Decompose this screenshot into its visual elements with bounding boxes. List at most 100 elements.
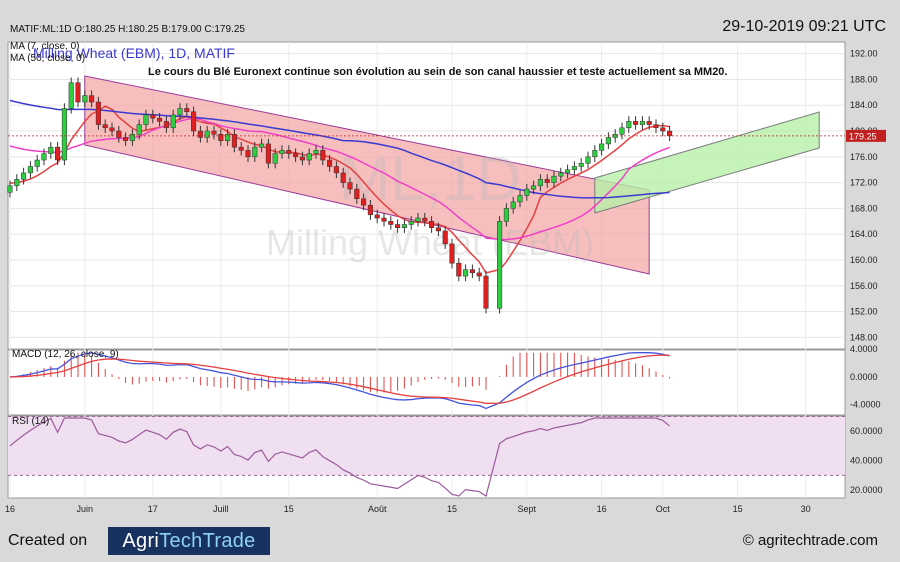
signal-line: [9, 354, 670, 404]
candle-down: [116, 130, 122, 138]
price-tick-label: 148.00: [850, 332, 878, 342]
candle-down: [429, 221, 435, 228]
macd-tick-label: -4.0000: [850, 400, 881, 410]
candle-down: [299, 156, 305, 161]
candle-up: [259, 143, 265, 148]
instrument-name: Milling Wheat (EBM), 1D, MATIF: [33, 45, 235, 61]
candle-up: [225, 134, 231, 141]
price-tick-label: 164.00: [850, 229, 878, 239]
price-tick-label: 188.00: [850, 74, 878, 84]
candle-up: [639, 121, 645, 125]
watermark: ML,1D Milling Wheat (EBM): [266, 145, 594, 263]
site-link[interactable]: © agritechtrade.com: [742, 532, 878, 549]
ma-long-label: MA (50, close, 0): [10, 53, 86, 64]
candle-up: [537, 179, 543, 187]
candle-up: [82, 95, 88, 103]
candle-down: [286, 150, 292, 154]
agritechtrade-logo[interactable]: AgriTechTrade: [108, 527, 270, 555]
candle-down: [320, 150, 326, 161]
rsi-tick-label: 40.0000: [850, 456, 883, 466]
x-tick-label: Oct: [656, 504, 671, 514]
candle-up: [48, 146, 54, 154]
candle-up: [503, 208, 509, 222]
y-axis-ticks: 148.00 152.00 156.00 160.00 164.00 168.00 172.…: [850, 49, 883, 495]
candle-down: [197, 130, 203, 138]
candle-up: [27, 166, 33, 174]
watermark-name: Milling Wheat (EBM): [266, 222, 594, 263]
timestamp: 29-10-2019 09:21 UTC: [722, 18, 886, 35]
candle-down: [469, 269, 475, 274]
candle-up: [313, 150, 319, 154]
candle-up: [497, 221, 503, 309]
candle-down: [449, 243, 455, 264]
candle-up: [605, 137, 611, 145]
rsi-series: [9, 417, 670, 497]
candle-up: [129, 134, 135, 141]
candle-up: [585, 156, 591, 164]
logo-part2: TechTrade: [159, 530, 256, 552]
price-tick-label: 160.00: [850, 255, 878, 265]
candle-up: [408, 221, 414, 225]
candle-down: [435, 227, 441, 232]
candle-down: [354, 188, 360, 199]
candle-down: [544, 179, 550, 183]
candle-down: [395, 224, 401, 228]
rsi-tick-label: 60.0000: [850, 426, 883, 436]
candle-down: [89, 95, 95, 103]
candle-down: [340, 172, 346, 183]
candle-up: [252, 146, 258, 158]
bull-channel: [594, 111, 820, 214]
candle-up: [626, 121, 632, 129]
candle-up: [21, 172, 27, 180]
candle-down: [646, 121, 652, 125]
last-price-marker: 179.25: [8, 129, 886, 142]
rsi-band: [8, 416, 845, 476]
candle-up: [14, 179, 20, 187]
x-tick-label: 17: [148, 504, 158, 514]
candle-down: [293, 153, 299, 158]
macd-line: [9, 352, 670, 410]
candle-up: [68, 82, 74, 109]
candle-down: [327, 159, 333, 167]
candle-up: [272, 153, 278, 164]
candle-up: [143, 114, 149, 125]
candle-up: [619, 127, 625, 135]
x-tick-label: 15: [447, 504, 457, 514]
price-tick-label: 184.00: [850, 100, 878, 110]
candle-down: [442, 230, 448, 245]
candle-down: [422, 217, 428, 222]
candle-down: [218, 134, 224, 141]
logo-part1: Agri: [122, 530, 160, 552]
price-tick-label: 156.00: [850, 281, 878, 291]
candle-up: [558, 172, 564, 177]
x-tick-label: Sept: [518, 504, 537, 514]
candle-up: [41, 153, 47, 161]
candle-down: [265, 143, 271, 164]
candle-up: [415, 217, 421, 222]
price-tick-label: 168.00: [850, 203, 878, 213]
candle-up: [306, 153, 312, 161]
x-tick-label: 15: [733, 504, 743, 514]
price-tick-label: 172.00: [850, 178, 878, 188]
candle-down: [245, 150, 251, 158]
candle-down: [157, 117, 163, 122]
candle-down: [347, 182, 353, 190]
candle-down: [381, 217, 387, 222]
candle-down: [361, 198, 367, 206]
candle-down: [231, 134, 237, 148]
candle-up: [551, 175, 557, 183]
created-on-label: Created on: [8, 532, 88, 549]
candle-up: [565, 169, 571, 174]
candle-down: [191, 111, 197, 132]
last-price-badge: [846, 129, 886, 142]
rsi-line: [9, 417, 670, 497]
candle-down: [633, 121, 639, 125]
candle-down: [123, 137, 129, 141]
candle-down: [75, 82, 81, 103]
x-tick-label: Août: [368, 504, 387, 514]
candle-up: [578, 163, 584, 167]
x-tick-label: 15: [284, 504, 294, 514]
macd-label: MACD (12, 26, close, 9): [12, 349, 119, 360]
macd-tick-label: 0.0000: [850, 372, 878, 382]
